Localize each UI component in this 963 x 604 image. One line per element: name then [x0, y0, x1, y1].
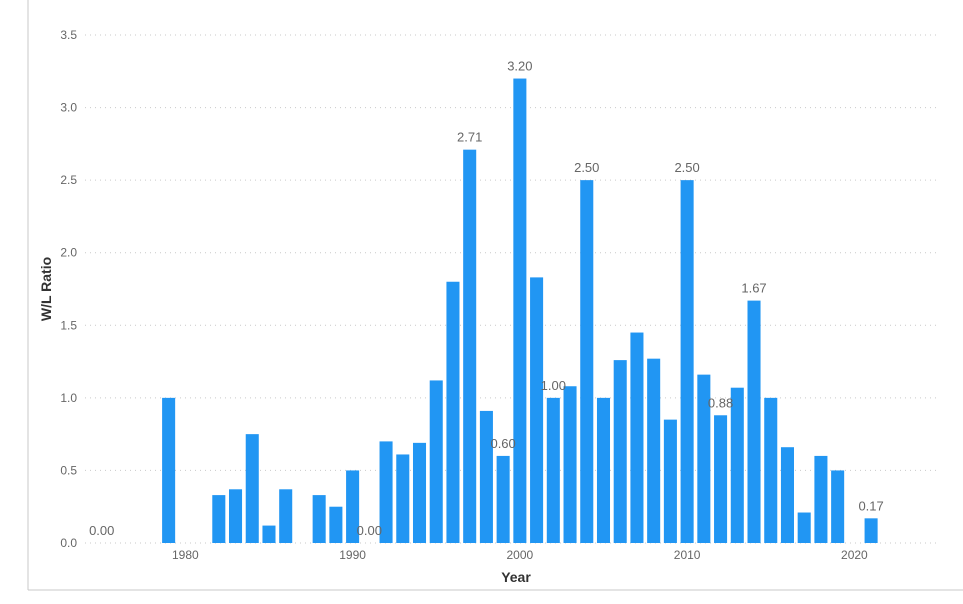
bar[interactable]: [546, 397, 560, 543]
y-tick-label: 3.0: [60, 101, 77, 115]
bar[interactable]: [513, 78, 527, 544]
y-tick-label: 2.5: [60, 173, 77, 187]
bar[interactable]: [630, 332, 644, 543]
bar[interactable]: [563, 386, 577, 543]
bar[interactable]: [429, 380, 443, 543]
y-tick-label: 3.5: [60, 28, 77, 42]
y-tick-label: 0.5: [60, 463, 77, 477]
bar[interactable]: [714, 415, 728, 543]
bar[interactable]: [697, 374, 711, 543]
bar[interactable]: [212, 495, 226, 543]
bar[interactable]: [764, 397, 778, 543]
bar[interactable]: [412, 442, 427, 543]
bar[interactable]: [346, 470, 360, 543]
data-label: 2.71: [457, 130, 482, 145]
bar[interactable]: [245, 434, 259, 543]
x-tick-label: 2010: [674, 548, 701, 562]
data-label: 1.67: [741, 281, 766, 296]
bar[interactable]: [329, 506, 343, 543]
data-label: 0.17: [858, 498, 883, 513]
x-tick-label: 2000: [507, 548, 534, 562]
bar[interactable]: [463, 149, 477, 544]
bar[interactable]: [797, 512, 811, 543]
bars: [162, 78, 878, 544]
data-label: 1.00: [541, 378, 566, 393]
data-label: 0.88: [708, 395, 733, 410]
x-tick-label: 2020: [841, 548, 868, 562]
bar[interactable]: [530, 277, 544, 543]
bar[interactable]: [613, 360, 627, 543]
bar[interactable]: [831, 470, 845, 543]
bar[interactable]: [814, 455, 828, 543]
data-label: 2.50: [674, 160, 699, 175]
x-axis-title: Year: [501, 569, 531, 585]
bar[interactable]: [730, 387, 744, 543]
bar[interactable]: [229, 489, 243, 543]
bar[interactable]: [496, 455, 510, 543]
bar[interactable]: [279, 489, 293, 543]
data-label: 0.60: [490, 436, 515, 451]
x-tick-label: 1980: [172, 548, 199, 562]
x-tick-labels: 1980 1990 2000 2010 2020: [172, 548, 868, 562]
bar[interactable]: [379, 441, 393, 543]
y-tick-label: 0.0: [60, 536, 77, 550]
gridlines: [85, 34, 938, 544]
bar[interactable]: [446, 281, 460, 543]
data-labels: 0.00 0.00 2.71 0.60 3.20 1.00 2.50 2.50 0.88 1.67…: [89, 59, 884, 538]
bar[interactable]: [663, 419, 677, 543]
bar[interactable]: [312, 495, 326, 543]
bar[interactable]: [162, 397, 176, 543]
bar[interactable]: [396, 454, 410, 543]
data-label: 2.50: [574, 160, 599, 175]
bar[interactable]: [864, 518, 878, 543]
bar[interactable]: [647, 358, 661, 543]
bar[interactable]: [479, 410, 493, 543]
data-label: 0.00: [357, 523, 382, 538]
y-tick-label: 2.0: [60, 246, 77, 260]
data-label: 0.00: [89, 523, 114, 538]
bar[interactable]: [596, 397, 611, 543]
x-tick-label: 1990: [339, 548, 366, 562]
bar[interactable]: [680, 180, 694, 543]
y-tick-label: 1.5: [60, 318, 77, 332]
bar[interactable]: [262, 525, 276, 543]
bar[interactable]: [580, 180, 594, 543]
y-tick-labels: 0.0 0.5 1.0 1.5 2.0 2.5 3.0 3.5: [60, 28, 77, 550]
data-label: 3.20: [507, 59, 532, 74]
y-axis-title: W/L Ratio: [38, 257, 54, 321]
y-tick-label: 1.0: [60, 391, 77, 405]
bar[interactable]: [747, 300, 761, 543]
bar[interactable]: [780, 447, 794, 543]
